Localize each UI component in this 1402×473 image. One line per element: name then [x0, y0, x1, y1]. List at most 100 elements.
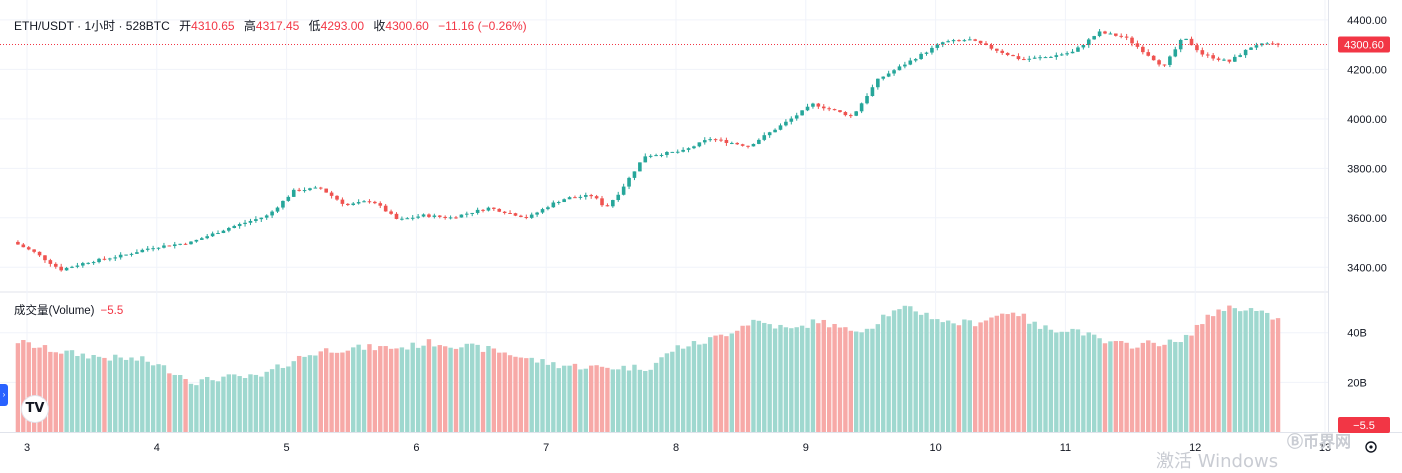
candle-body [416, 216, 420, 218]
candle-body [437, 215, 442, 217]
volume-bar [1027, 323, 1032, 432]
volume-bar [956, 325, 962, 432]
candle-body [903, 64, 907, 67]
volume-bar [1064, 331, 1070, 432]
symbol-label[interactable]: ETH/USDT · 1小时 · 528BTC [14, 19, 170, 33]
candle-body [335, 195, 339, 200]
candle-body [784, 121, 788, 126]
volume-bar [745, 325, 751, 432]
volume-value-tag [1338, 417, 1390, 433]
volume-bar [1048, 329, 1054, 432]
last-price-tag [1338, 36, 1390, 53]
candle-body [730, 142, 734, 144]
side-panel-toggle[interactable]: › [0, 384, 8, 406]
volume-bar [843, 327, 848, 432]
volume-bar [1265, 312, 1270, 432]
candle-body [432, 215, 437, 217]
price-tick-label: 3800.00 [1347, 163, 1387, 175]
candle-body [1022, 59, 1026, 61]
candle-body [243, 222, 247, 224]
candle-body [816, 103, 821, 107]
candle-body [108, 258, 112, 260]
volume-bar [983, 320, 989, 432]
volume-bar [69, 350, 75, 432]
volume-tick-label: 40B [1347, 328, 1367, 340]
candle-body [524, 216, 529, 218]
volume-bar [1113, 341, 1119, 432]
volume-bar [1108, 341, 1113, 432]
candle-body [632, 171, 637, 178]
candle-body [497, 208, 502, 212]
volume-bar [497, 352, 502, 432]
candle-body [129, 253, 134, 255]
candle-body [1097, 31, 1102, 37]
candle-body [567, 197, 572, 200]
volume-bar [1205, 314, 1210, 432]
candle-body [86, 262, 91, 264]
volume-bar [805, 327, 810, 432]
candle-body [232, 226, 237, 228]
candle-body [616, 194, 621, 201]
volume-bar [789, 328, 794, 432]
candle-body [465, 213, 469, 215]
volume-bar [718, 334, 724, 432]
volume-bar [1156, 346, 1162, 432]
volume-bar [875, 324, 881, 432]
candle-body [454, 217, 458, 219]
candle-body [270, 211, 274, 216]
candle-body [1195, 45, 1199, 51]
candle-body [838, 110, 842, 113]
volume-bar [1005, 314, 1010, 432]
volume-bar [756, 320, 762, 432]
volume-bar [1194, 324, 1200, 432]
candle-body [1027, 58, 1032, 60]
candle-body [475, 209, 480, 213]
candle-body [1205, 54, 1210, 56]
candle-body [556, 202, 561, 204]
candle-body [805, 106, 810, 111]
candle-body [600, 198, 604, 206]
volume-bar [215, 381, 221, 432]
candle-body [794, 115, 799, 119]
volume-bar [675, 345, 680, 432]
time-tick-label: 13 [1319, 442, 1331, 454]
volume-bar [599, 366, 605, 432]
close-value: 4300.60 [385, 19, 429, 33]
candle-body [719, 139, 723, 141]
volume-bar [264, 371, 269, 432]
volume-bar [1102, 343, 1108, 432]
volume-bar [96, 356, 102, 432]
volume-bar [1210, 316, 1216, 432]
tradingview-logo-icon[interactable]: TV [22, 396, 48, 422]
volume-bar [459, 347, 464, 432]
candle-body [1114, 33, 1118, 36]
volume-bar [924, 312, 929, 432]
volume-bar [1054, 332, 1059, 432]
candle-body [259, 217, 264, 220]
candle-body [811, 103, 815, 107]
volume-bar [1124, 342, 1129, 432]
volume-bar [31, 347, 37, 432]
gear-icon[interactable] [1365, 441, 1377, 453]
volume-bar [475, 344, 480, 432]
volume-bar [453, 348, 459, 432]
candle-body [1211, 55, 1215, 59]
volume-bar [810, 319, 816, 432]
candle-body [946, 41, 950, 43]
candle-body [1168, 56, 1172, 65]
candle-body [394, 213, 399, 219]
candle-body [1076, 47, 1080, 52]
volume-bar [91, 355, 96, 432]
candle-body [1178, 39, 1183, 50]
volume-bar [751, 319, 756, 432]
candle-body [892, 70, 896, 74]
volume-label[interactable]: 成交量(Volume) [14, 305, 95, 317]
change-value: −11.16 (−0.26%) [438, 19, 527, 33]
volume-bar [1081, 335, 1086, 432]
volume-bar [329, 352, 334, 432]
candle-body [540, 209, 545, 213]
candle-body [508, 213, 512, 215]
volume-bar [378, 346, 383, 432]
volume-bar [724, 336, 729, 432]
